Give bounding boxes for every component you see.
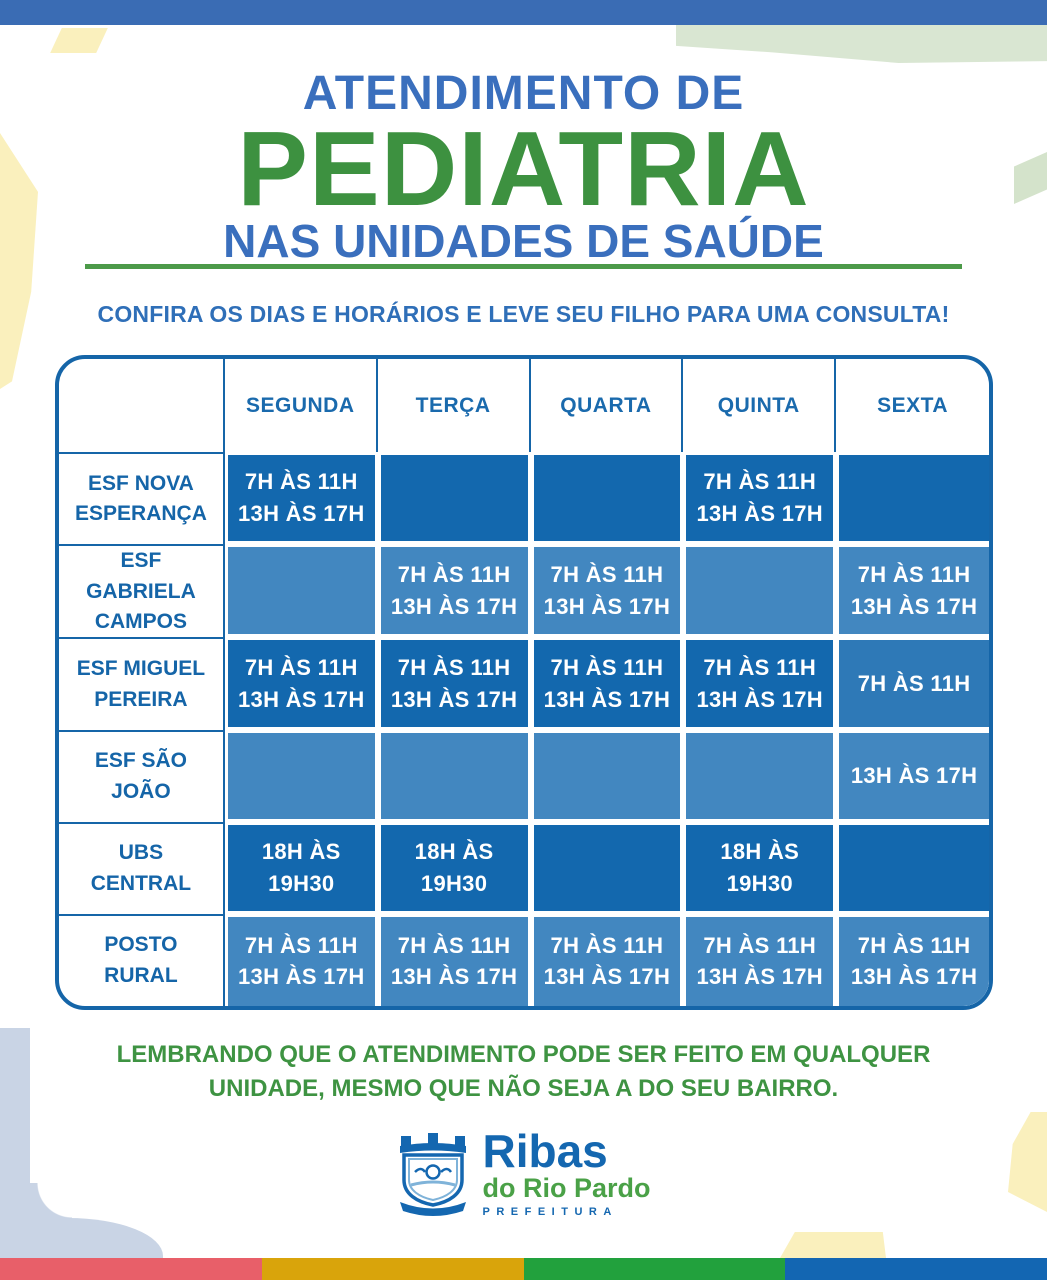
schedule-time: 18H ÀS 19H30: [686, 824, 834, 911]
schedule-cell: [224, 729, 378, 822]
title-line-3: NAS UNIDADES DE SAÚDE: [223, 215, 824, 267]
schedule-cell: 7H ÀS 11H 13H ÀS 17H: [224, 452, 378, 545]
schedule-time: 7H ÀS 11H 13H ÀS 17H: [227, 916, 375, 1006]
day-header-segunda: SEGUNDA: [225, 359, 378, 452]
schedule-time: 7H ÀS 11H 13H ÀS 17H: [686, 640, 834, 727]
decoration-yellow-bottom: [780, 1232, 886, 1258]
schedule-cell: 7H ÀS 11H 13H ÀS 17H: [530, 544, 684, 638]
unit-name-esf-nova-esperanca: ESF NOVA ESPERANÇA: [59, 452, 225, 545]
schedule-cell: 18H ÀS 19H30: [377, 821, 531, 914]
schedule-cell: 7H ÀS 11H 13H ÀS 17H: [836, 913, 989, 1006]
unit-name-ubs-central: UBS CENTRAL: [59, 821, 225, 914]
logo-city-name: Ribas: [482, 1125, 608, 1177]
schedule-time: 7H ÀS 11H 13H ÀS 17H: [533, 916, 681, 1006]
schedule-cell: 18H ÀS 19H30: [683, 821, 837, 914]
schedule-cell: 7H ÀS 11H 13H ÀS 17H: [224, 637, 378, 730]
city-hall-logo: Ribas do Rio Pardo PREFEITURA: [0, 1125, 1047, 1219]
schedule-time: [380, 455, 528, 542]
footer-stripe-segment-green: [523, 1258, 786, 1280]
title-line-2: PEDIATRIA: [237, 110, 810, 228]
schedule-cell: 7H ÀS 11H 13H ÀS 17H: [683, 637, 837, 730]
schedule-time: 18H ÀS 19H30: [227, 824, 375, 911]
schedule-time: 13H ÀS 17H: [839, 732, 989, 819]
unit-name-esf-miguel-pereira: ESF MIGUEL PEREIRA: [59, 637, 225, 730]
schedule-time: 7H ÀS 11H 13H ÀS 17H: [227, 455, 375, 542]
footer-stripe-segment-gold: [261, 1258, 524, 1280]
schedule-time: 7H ÀS 11H 13H ÀS 17H: [686, 916, 834, 1006]
logo-text-block: Ribas do Rio Pardo PREFEITURA: [482, 1125, 651, 1219]
schedule-cell: 18H ÀS 19H30: [224, 821, 378, 914]
schedule-cell: 7H ÀS 11H: [836, 637, 989, 730]
schedule-cell: [530, 729, 684, 822]
footer-stripe-segment-red: [0, 1258, 262, 1280]
logo-city-subname: do Rio Pardo: [482, 1172, 651, 1203]
day-header-quinta: QUINTA: [683, 359, 837, 452]
schedule-cell: [530, 821, 684, 914]
schedule-cell: [836, 452, 989, 545]
schedule-time: 7H ÀS 11H: [839, 640, 989, 727]
schedule-table: SEGUNDA TERÇA QUARTA QUINTA SEXTA ESF NO…: [55, 355, 993, 1010]
footer-note-line-2: UNIDADE, MESMO QUE NÃO SEJA A DO SEU BAI…: [208, 1074, 839, 1102]
schedule-time: [686, 547, 834, 635]
schedule-time: [380, 732, 528, 819]
top-bar-decoration: [0, 0, 1047, 25]
schedule-cell: 7H ÀS 11H 13H ÀS 17H: [530, 637, 684, 730]
city-crest-logo: [399, 1133, 466, 1217]
schedule-time: [839, 455, 989, 542]
schedule-time: 7H ÀS 11H 13H ÀS 17H: [533, 547, 681, 635]
decoration-lavender-corner: [30, 1183, 72, 1219]
schedule-cell: [836, 821, 989, 914]
schedule-cell: 7H ÀS 11H 13H ÀS 17H: [683, 452, 837, 545]
schedule-cell: 7H ÀS 11H 13H ÀS 17H: [377, 637, 531, 730]
unit-name-posto-rural: POSTO RURAL: [59, 913, 225, 1006]
schedule-cell: [683, 544, 837, 638]
schedule-cell: [224, 544, 378, 638]
unit-name-esf-sao-joao: ESF SÃO JOÃO: [59, 729, 225, 822]
schedule-time: [227, 547, 375, 635]
schedule-time: 18H ÀS 19H30: [380, 824, 528, 911]
schedule-cell: [377, 729, 531, 822]
decoration-yellow-parallelogram-top-left: [50, 28, 108, 53]
footer-note-line-1: LEMBRANDO QUE O ATENDIMENTO PODE SER FEI…: [116, 1041, 931, 1068]
day-header-sexta: SEXTA: [877, 393, 949, 417]
footer-stripe-segment-blue: [785, 1258, 1047, 1280]
schedule-time: 7H ÀS 11H 13H ÀS 17H: [227, 640, 375, 727]
schedule-cell: [530, 452, 684, 545]
schedule-time: 7H ÀS 11H 13H ÀS 17H: [533, 640, 681, 727]
schedule-cell: 7H ÀS 11H 13H ÀS 17H: [836, 544, 989, 638]
schedule-cell: 7H ÀS 11H 13H ÀS 17H: [377, 913, 531, 1006]
schedule-time: [533, 732, 681, 819]
schedule-time: [686, 732, 834, 819]
logo-tagline: PREFEITURA: [482, 1206, 618, 1219]
schedule-time: 7H ÀS 11H 13H ÀS 17H: [380, 640, 528, 727]
table-corner-cell: [59, 359, 225, 452]
footer-color-stripe: [0, 1258, 1047, 1280]
schedule-time: 7H ÀS 11H 13H ÀS 17H: [380, 916, 528, 1006]
schedule-cell: 7H ÀS 11H 13H ÀS 17H: [683, 913, 837, 1006]
day-header-terca: TERÇA: [378, 359, 531, 452]
schedule-cell: 7H ÀS 11H 13H ÀS 17H: [530, 913, 684, 1006]
decoration-lavender-bottom-strip: [0, 1218, 163, 1258]
schedule-time: [533, 455, 681, 542]
unit-name-esf-gabriela-campos: ESF GABRIELA CAMPOS: [59, 544, 225, 638]
schedule-cell: [683, 729, 837, 822]
schedule-time: [227, 732, 375, 819]
title-line-1: ATENDIMENTO DE: [302, 67, 745, 120]
schedule-cell: 13H ÀS 17H: [836, 729, 989, 822]
schedule-cell: 7H ÀS 11H 13H ÀS 17H: [224, 913, 378, 1006]
schedule-time: 7H ÀS 11H 13H ÀS 17H: [839, 547, 989, 635]
schedule-time: 7H ÀS 11H 13H ÀS 17H: [839, 916, 989, 1006]
subtitle: CONFIRA OS DIAS E HORÁRIOS E LEVE SEU FI…: [97, 301, 950, 327]
schedule-time: 7H ÀS 11H 13H ÀS 17H: [380, 547, 528, 635]
schedule-time: 7H ÀS 11H 13H ÀS 17H: [686, 455, 834, 542]
decoration-green-band-top-right: [676, 25, 1047, 63]
schedule-cell: [377, 452, 531, 545]
divider-rule: [85, 264, 962, 269]
schedule-time: [839, 824, 989, 911]
schedule-time: [533, 824, 681, 911]
day-header-quarta: QUARTA: [531, 359, 684, 452]
footer-note: LEMBRANDO QUE O ATENDIMENTO PODE SER FEI…: [0, 1038, 1047, 1105]
schedule-cell: 7H ÀS 11H 13H ÀS 17H: [377, 544, 531, 638]
